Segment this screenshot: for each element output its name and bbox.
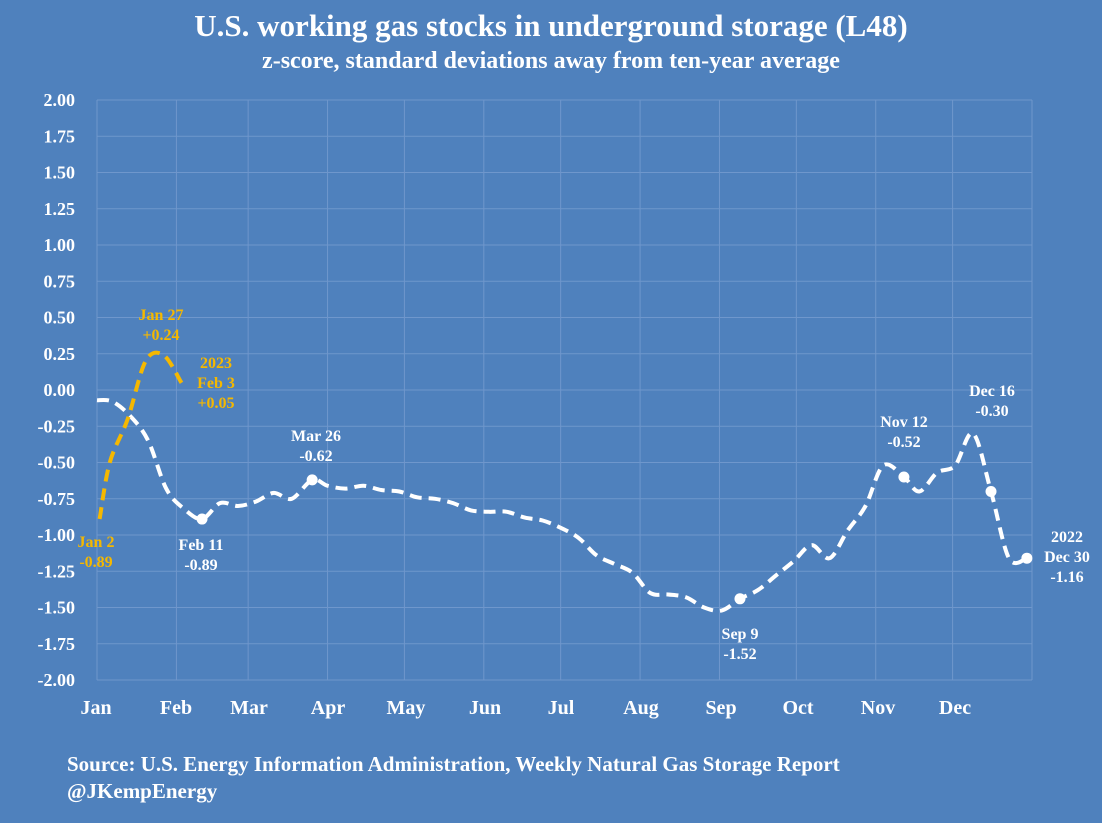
y-tick-label: 0.25 — [44, 344, 76, 364]
data-point-marker — [985, 486, 997, 497]
data-point-marker — [306, 474, 318, 486]
y-tick-label: 1.75 — [44, 126, 76, 146]
x-tick-label: Jun — [469, 697, 501, 719]
y-axis-ticks: 2.00 1.75 1.50 1.25 1.00 0.75 0.50 0.25 0.00 -0.2… — [38, 90, 76, 690]
annotation-label: +0.24 — [142, 327, 179, 344]
y-tick-label: -1.75 — [38, 634, 76, 654]
chart-title: U.S. working gas stocks in underground s… — [194, 8, 908, 43]
x-tick-label: Mar — [230, 697, 268, 719]
annotation-label: +0.05 — [197, 395, 234, 412]
x-axis-ticks: Jan Feb Mar Apr May Jun Jul Aug Sep Oct Nov Dec — [80, 697, 971, 719]
annotation-label: Jan 2 — [78, 534, 115, 551]
data-point-marker — [196, 513, 208, 525]
x-tick-label: Nov — [861, 697, 895, 719]
y-tick-label: -0.50 — [38, 453, 76, 473]
y-tick-label: 1.00 — [44, 235, 76, 255]
y-tick-label: 0.00 — [44, 380, 76, 400]
annotations: Jan 27 +0.24 2023 Feb 3 +0.05 Jan 2 -0.89 Feb 1… — [78, 307, 1090, 663]
series-line-2023 — [97, 350, 184, 520]
y-tick-label: -1.50 — [38, 598, 76, 618]
y-tick-label: -2.00 — [38, 670, 76, 690]
x-tick-label: Jan — [80, 697, 111, 719]
highlight-points — [196, 471, 1033, 605]
annotation-label: Dec 30 — [1044, 549, 1090, 566]
x-tick-label: Oct — [782, 697, 813, 719]
annotation-label: -1.52 — [723, 646, 756, 663]
annotation-label: -1.16 — [1050, 569, 1083, 586]
author-handle: @JKempEnergy — [67, 779, 218, 803]
annotation-label: 2023 — [200, 355, 232, 372]
y-tick-label: -1.00 — [38, 525, 76, 545]
x-tick-label: May — [387, 697, 426, 719]
data-point-marker — [898, 471, 910, 483]
data-point-marker — [734, 593, 746, 605]
y-tick-label: -0.25 — [38, 416, 76, 436]
annotation-label: Nov 12 — [880, 414, 928, 431]
x-tick-label: Dec — [939, 697, 971, 719]
x-tick-label: Feb — [160, 697, 192, 719]
source-note: Source: U.S. Energy Information Administ… — [67, 752, 840, 776]
x-tick-label: Aug — [623, 697, 659, 719]
annotation-label: -0.62 — [299, 448, 332, 465]
x-tick-label: Sep — [705, 697, 736, 719]
annotation-label: 2022 — [1051, 529, 1083, 546]
y-tick-label: -0.75 — [38, 489, 76, 509]
data-point-marker — [1021, 552, 1033, 564]
annotation-label: Mar 26 — [291, 428, 341, 445]
y-tick-label: 1.50 — [44, 163, 76, 183]
annotation-label: Sep 9 — [722, 626, 759, 643]
y-tick-label: 1.25 — [44, 199, 76, 219]
series-lines — [96, 350, 1028, 613]
gridlines — [96, 99, 1033, 681]
series-line-2022 — [96, 397, 1028, 613]
y-tick-label: -1.25 — [38, 561, 76, 581]
annotation-label: -0.89 — [79, 554, 112, 571]
x-tick-label: Apr — [311, 697, 346, 719]
annotation-label: -0.52 — [887, 434, 920, 451]
y-tick-label: 0.75 — [44, 271, 76, 291]
y-tick-label: 2.00 — [44, 90, 76, 110]
x-tick-label: Jul — [548, 697, 575, 719]
chart-subtitle: z-score, standard deviations away from t… — [262, 48, 840, 74]
annotation-label: Jan 27 — [139, 307, 184, 324]
annotation-label: -0.30 — [975, 403, 1008, 420]
y-tick-label: 0.50 — [44, 308, 76, 328]
annotation-label: Feb 11 — [179, 537, 224, 554]
annotation-label: -0.89 — [184, 557, 217, 574]
annotation-label: Feb 3 — [197, 375, 235, 392]
annotation-label: Dec 16 — [969, 383, 1015, 400]
